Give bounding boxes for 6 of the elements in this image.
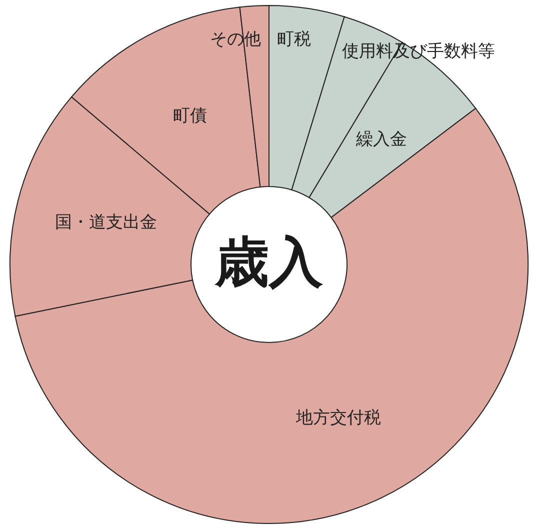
slice-label: 繰入金 xyxy=(355,129,408,150)
slice-label: 地方交付税 xyxy=(294,408,381,428)
slice-label: 町税 xyxy=(276,29,311,50)
slice-label: 国・道支出金 xyxy=(54,212,157,233)
text: 歳入 xyxy=(214,230,324,294)
slice-label: 町債 xyxy=(172,106,207,126)
